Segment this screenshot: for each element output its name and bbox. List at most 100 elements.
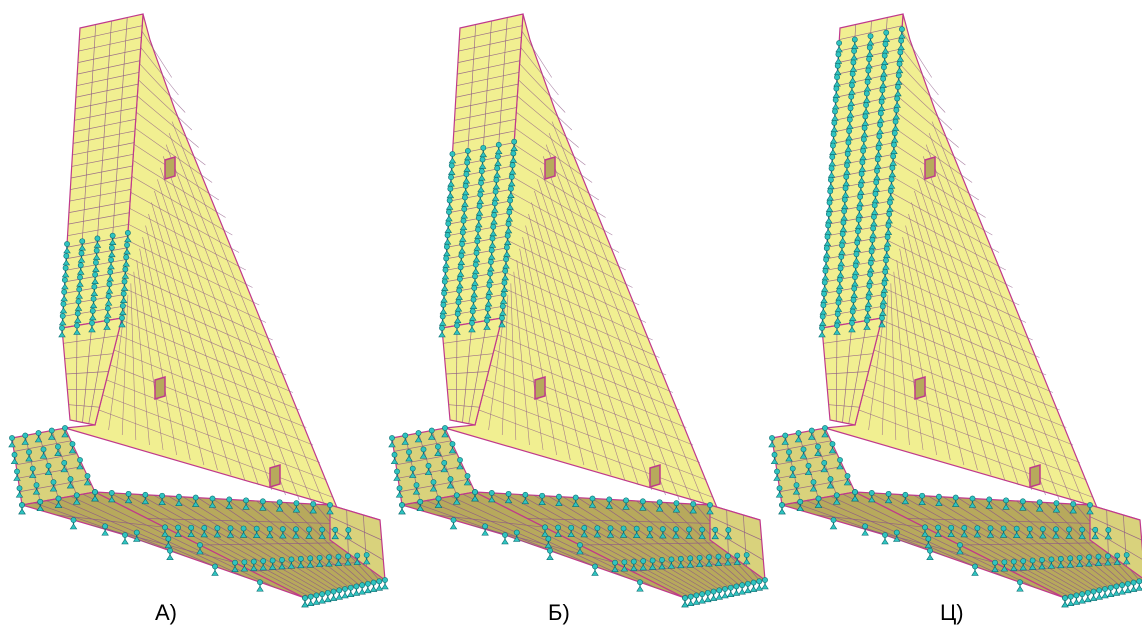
support-symbol — [926, 547, 934, 561]
gallery-opening — [154, 375, 166, 401]
support-symbol — [61, 425, 69, 438]
support-symbol — [715, 587, 724, 600]
support-symbol — [1104, 527, 1113, 540]
support-symbol — [632, 525, 641, 538]
support-symbol — [118, 315, 126, 328]
support-symbol — [681, 595, 689, 608]
support-symbol — [850, 48, 858, 61]
support-symbol — [639, 498, 647, 511]
support-symbol — [848, 308, 857, 321]
support-symbol — [1104, 553, 1112, 566]
support-symbol — [836, 457, 844, 470]
support-symbol — [305, 526, 313, 539]
support-symbol — [834, 51, 843, 64]
support-symbol — [1129, 579, 1138, 592]
support-symbol — [54, 443, 62, 456]
support-symbol — [819, 302, 828, 315]
support-symbol — [61, 277, 69, 290]
support-symbol — [825, 199, 834, 212]
support-symbol — [1026, 525, 1034, 539]
support-symbol — [121, 266, 130, 279]
support-symbol — [879, 303, 887, 316]
support-symbol — [434, 495, 443, 508]
support-symbol — [124, 229, 132, 243]
support-symbol — [1075, 554, 1084, 568]
support-symbol — [828, 154, 837, 167]
support-symbol — [1078, 591, 1086, 604]
support-symbol — [318, 591, 326, 604]
support-symbol — [507, 174, 516, 187]
support-symbol — [1016, 579, 1024, 592]
gallery-opening — [1029, 463, 1041, 489]
support-symbol — [503, 244, 511, 257]
support-symbol — [29, 465, 37, 478]
support-symbol — [833, 311, 842, 324]
support-symbol — [91, 271, 99, 284]
support-symbol — [92, 247, 101, 260]
support-symbol — [567, 524, 575, 538]
support-symbol — [344, 527, 353, 540]
support-symbol — [1091, 526, 1099, 540]
support-symbol — [685, 526, 693, 539]
support-symbol — [785, 449, 793, 462]
support-group — [388, 138, 769, 608]
support-symbol — [864, 67, 873, 80]
support-symbol — [409, 465, 417, 478]
support-symbol — [874, 144, 883, 158]
support-symbol — [850, 285, 858, 298]
support-symbol — [880, 52, 889, 65]
support-symbol — [76, 457, 84, 470]
support-symbol — [268, 557, 277, 570]
dam-mesh — [388, 13, 769, 608]
support-symbol — [158, 492, 166, 506]
support-symbol — [889, 153, 897, 166]
gallery-opening — [924, 155, 936, 181]
support-symbol — [499, 291, 508, 304]
support-symbol — [250, 558, 258, 571]
support-symbol — [591, 563, 599, 576]
support-symbol — [814, 495, 823, 508]
support-symbol — [48, 427, 56, 440]
support-symbol — [935, 493, 943, 506]
support-symbol — [471, 489, 479, 502]
support-symbol — [161, 524, 169, 537]
support-symbol — [835, 288, 843, 301]
support-symbol — [918, 492, 926, 506]
support-symbol — [809, 479, 818, 492]
support-symbol — [501, 268, 509, 281]
gallery-opening — [649, 463, 661, 489]
support-symbol — [804, 462, 813, 476]
support-symbol — [999, 525, 1008, 538]
support-symbol — [105, 281, 114, 294]
support-symbol — [77, 250, 86, 263]
support-symbol — [921, 524, 929, 537]
support-symbol — [851, 262, 860, 275]
support-symbol — [445, 209, 453, 222]
support-symbol — [405, 449, 413, 462]
support-symbol — [208, 495, 217, 508]
support-symbol — [364, 580, 372, 594]
support-symbol — [794, 430, 803, 443]
support-symbol — [107, 256, 115, 270]
support-symbol — [878, 315, 886, 328]
support-symbol — [947, 524, 955, 538]
support-symbol — [424, 462, 433, 476]
support-symbol — [21, 432, 29, 445]
support-symbol — [1052, 526, 1060, 539]
gallery-opening — [914, 375, 926, 401]
support-symbol — [449, 517, 458, 530]
support-symbol — [880, 280, 889, 293]
support-symbol — [58, 313, 67, 326]
dam-mesh — [768, 13, 1142, 608]
support-symbol — [1135, 578, 1142, 591]
support-symbol — [820, 290, 828, 304]
support-symbol — [686, 555, 694, 568]
support-symbol — [831, 97, 840, 110]
support-symbol — [77, 262, 85, 275]
support-symbol — [455, 287, 463, 300]
support-symbol — [484, 294, 493, 307]
support-symbol — [474, 226, 482, 239]
support-symbol — [956, 542, 964, 555]
support-symbol — [275, 499, 284, 512]
support-symbol — [890, 141, 898, 155]
